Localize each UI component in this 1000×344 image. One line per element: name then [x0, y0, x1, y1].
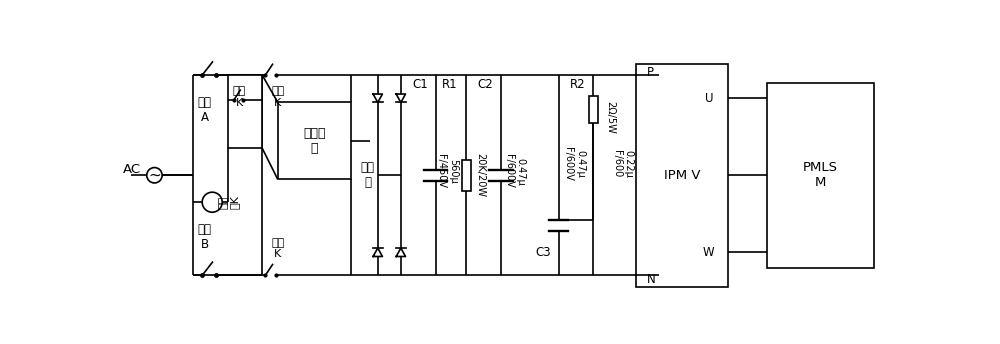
- Text: ~: ~: [148, 168, 161, 183]
- Bar: [278, 102, 351, 179]
- Text: 20K/20W: 20K/20W: [475, 153, 485, 197]
- Text: PMLS
M: PMLS M: [803, 161, 838, 189]
- Text: 开关
B: 开关 B: [197, 223, 211, 251]
- Text: C2: C2: [478, 78, 493, 91]
- Bar: [589, 96, 598, 123]
- Bar: [228, 75, 262, 148]
- Text: P: P: [647, 66, 654, 79]
- Text: R2: R2: [570, 78, 586, 91]
- Text: 调压模
块: 调压模 块: [303, 127, 325, 154]
- Text: AC: AC: [122, 163, 141, 175]
- Text: 560μ
F/450V: 560μ F/450V: [436, 154, 458, 189]
- Text: U: U: [705, 92, 713, 105]
- Bar: [767, 83, 874, 268]
- Text: 0.22μ
F/600: 0.22μ F/600: [612, 150, 633, 178]
- Text: IPM V: IPM V: [664, 169, 700, 182]
- Text: 触点
K: 触点 K: [233, 86, 246, 108]
- Text: N: N: [647, 273, 656, 286]
- Text: C1: C1: [412, 78, 428, 91]
- Text: 0.47μ
F/600V: 0.47μ F/600V: [504, 154, 526, 189]
- Bar: [636, 64, 728, 287]
- Text: 开关
A: 开关 A: [197, 96, 211, 124]
- Text: 2Ω/5W: 2Ω/5W: [605, 101, 615, 134]
- Text: 整流
桥: 整流 桥: [361, 161, 375, 189]
- Text: 变压
器K: 变压 器K: [218, 195, 240, 209]
- Text: W: W: [703, 246, 715, 259]
- Text: 触点
K: 触点 K: [271, 238, 284, 259]
- Bar: [462, 160, 471, 191]
- Text: R1: R1: [441, 78, 457, 91]
- Text: 0.47μ
F/600V: 0.47μ F/600V: [563, 147, 585, 181]
- Text: C3: C3: [535, 246, 551, 259]
- Text: 触点
K: 触点 K: [271, 86, 284, 108]
